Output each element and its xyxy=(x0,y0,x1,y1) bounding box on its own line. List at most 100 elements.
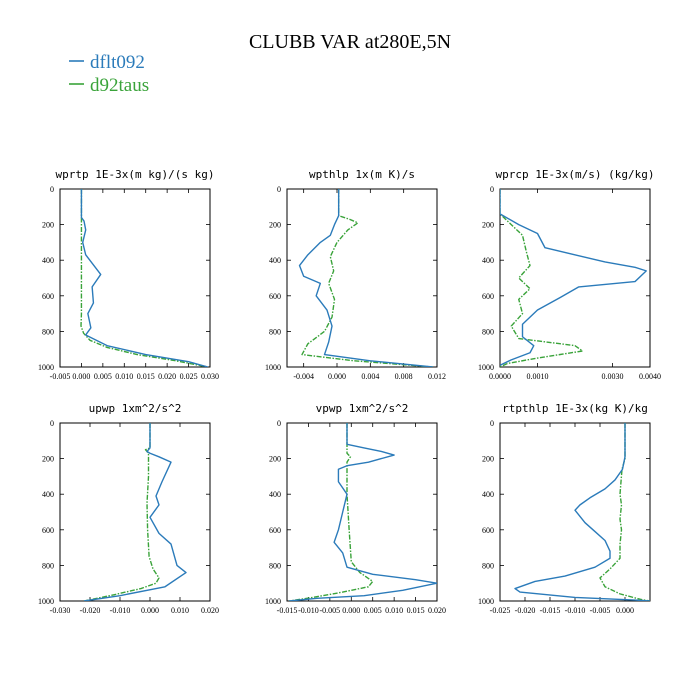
y-tick-label: 1000 xyxy=(38,363,54,372)
panel-3: wprcp 1E-3x(m/s) (kg/kg) 0.0000 0.0010 0.00… xyxy=(478,168,661,381)
y-tick-label: 1000 xyxy=(265,363,281,372)
x-tick-label: 0.000 xyxy=(328,372,346,381)
x-tick-label: -0.010 xyxy=(298,606,319,615)
x-tick-label: 0.020 xyxy=(428,606,446,615)
x-tick-label: -0.030 xyxy=(50,606,71,615)
x-tick-label: 0.010 xyxy=(171,606,189,615)
x-tick-label: -0.020 xyxy=(80,606,101,615)
x-tick-label: 0.005 xyxy=(94,372,112,381)
x-tick-label: 0.020 xyxy=(158,372,176,381)
x-tick-label: 0.015 xyxy=(137,372,155,381)
x-tick-label: 0.0000 xyxy=(489,372,511,381)
x-tick-label: 0.0030 xyxy=(602,372,624,381)
x-tick-label: 0.012 xyxy=(428,372,446,381)
x-tick-label: 0.000 xyxy=(616,606,634,615)
panel-1: wprtp 1E-3x(m kg)/(s kg) -0.005 0.000 0.005… xyxy=(38,168,219,381)
series-line-dflt092 xyxy=(500,189,647,366)
y-tick-label: 400 xyxy=(482,490,494,499)
y-tick-label: 1000 xyxy=(265,597,281,606)
panel-6: rtpthlp 1E-3x(kg K)/kg -0.025 -0.020 -0.015… xyxy=(478,402,651,615)
panel-5: vpwp 1xm^2/s^2 -0.015 -0.010 -0.005 0.000 0.0… xyxy=(265,402,446,615)
y-tick-label: 400 xyxy=(269,490,281,499)
y-tick-label: 800 xyxy=(482,327,494,336)
panel-2: wpthlp 1x(m K)/s -0.004 0.000 0.004 0.008 0.0… xyxy=(265,168,446,381)
x-tick-label: 0.000 xyxy=(141,606,159,615)
series-line-dflt092 xyxy=(80,189,209,367)
plot-frame xyxy=(286,188,438,368)
y-tick-label: 200 xyxy=(269,221,281,230)
y-tick-label: 800 xyxy=(269,327,281,336)
series-line-dflt092 xyxy=(298,189,433,367)
y-tick-label: 200 xyxy=(482,455,494,464)
panel-title: wprtp 1E-3x(m kg)/(s kg) xyxy=(56,168,215,181)
legend: dflt092 d92taus xyxy=(69,52,149,96)
plot-frame xyxy=(286,422,438,602)
y-tick-label: 600 xyxy=(269,526,281,535)
y-tick-label: 0 xyxy=(50,419,54,428)
panel-title: vpwp 1xm^2/s^2 xyxy=(316,402,409,415)
y-tick-label: 200 xyxy=(42,455,54,464)
panel-title: rtpthlp 1E-3x(kg K)/kg xyxy=(502,402,648,415)
x-tick-label: 0.004 xyxy=(361,372,379,381)
x-tick-label: -0.025 xyxy=(490,606,511,615)
y-tick-label: 0 xyxy=(277,419,281,428)
x-tick-label: 0.000 xyxy=(72,372,90,381)
y-tick-label: 1000 xyxy=(38,597,54,606)
series-line-d92taus xyxy=(500,189,584,367)
y-tick-label: 400 xyxy=(482,256,494,265)
y-tick-label: 200 xyxy=(269,455,281,464)
series-line-dflt092 xyxy=(289,423,437,601)
y-tick-label: 0 xyxy=(490,419,494,428)
x-tick-label: 0.010 xyxy=(115,372,133,381)
panel-title: upwp 1xm^2/s^2 xyxy=(89,402,182,415)
y-tick-label: 400 xyxy=(42,490,54,499)
panels: wprtp 1E-3x(m kg)/(s kg)-0.005 0.000 0.005… xyxy=(38,168,661,615)
plot-frame xyxy=(59,422,211,602)
y-tick-label: 0 xyxy=(490,185,494,194)
y-tick-label: 600 xyxy=(482,526,494,535)
y-tick-label: 0 xyxy=(277,185,281,194)
y-tick-label: 800 xyxy=(42,327,54,336)
series-line-d92taus xyxy=(289,423,374,601)
y-tick-label: 400 xyxy=(42,256,54,265)
x-tick-label: -0.015 xyxy=(277,606,298,615)
legend-label-dflt092: dflt092 xyxy=(90,52,145,73)
series-line-d92taus xyxy=(301,189,433,367)
x-tick-label: -0.005 xyxy=(590,606,611,615)
x-tick-label: -0.010 xyxy=(110,606,131,615)
x-tick-label: 0.000 xyxy=(342,606,360,615)
series-line-d92taus xyxy=(83,423,160,601)
x-tick-label: 0.0010 xyxy=(527,372,549,381)
y-tick-label: 200 xyxy=(482,221,494,230)
y-tick-label: 600 xyxy=(42,292,54,301)
y-tick-label: 1000 xyxy=(478,363,494,372)
x-tick-label: 0.0040 xyxy=(639,372,661,381)
x-tick-label: -0.005 xyxy=(320,606,341,615)
y-tick-label: 800 xyxy=(42,561,54,570)
x-tick-label: -0.004 xyxy=(293,372,314,381)
y-tick-label: 800 xyxy=(269,561,281,570)
y-tick-label: 200 xyxy=(42,221,54,230)
y-tick-label: 1000 xyxy=(478,597,494,606)
plot-frame xyxy=(499,188,651,368)
y-tick-label: 600 xyxy=(269,292,281,301)
x-tick-label: -0.015 xyxy=(540,606,561,615)
x-tick-label: -0.020 xyxy=(515,606,536,615)
x-tick-label: 0.030 xyxy=(201,372,219,381)
series-line-dflt092 xyxy=(83,423,187,601)
x-tick-label: -0.010 xyxy=(565,606,586,615)
panel-title: wpthlp 1x(m K)/s xyxy=(309,168,415,181)
x-tick-label: 0.010 xyxy=(385,606,403,615)
x-tick-label: 0.020 xyxy=(201,606,219,615)
y-tick-label: 600 xyxy=(42,526,54,535)
y-tick-label: 600 xyxy=(482,292,494,301)
panel-4: upwp 1xm^2/s^2 -0.030 -0.020 -0.010 0.000 0.0… xyxy=(38,402,219,615)
x-tick-label: 0.005 xyxy=(364,606,382,615)
series-line-dflt092 xyxy=(514,423,650,601)
plot-frame xyxy=(59,188,211,368)
x-tick-label: -0.005 xyxy=(50,372,71,381)
chart-title: CLUBB VAR at280E,5N xyxy=(249,31,451,53)
x-tick-label: 0.015 xyxy=(407,606,425,615)
